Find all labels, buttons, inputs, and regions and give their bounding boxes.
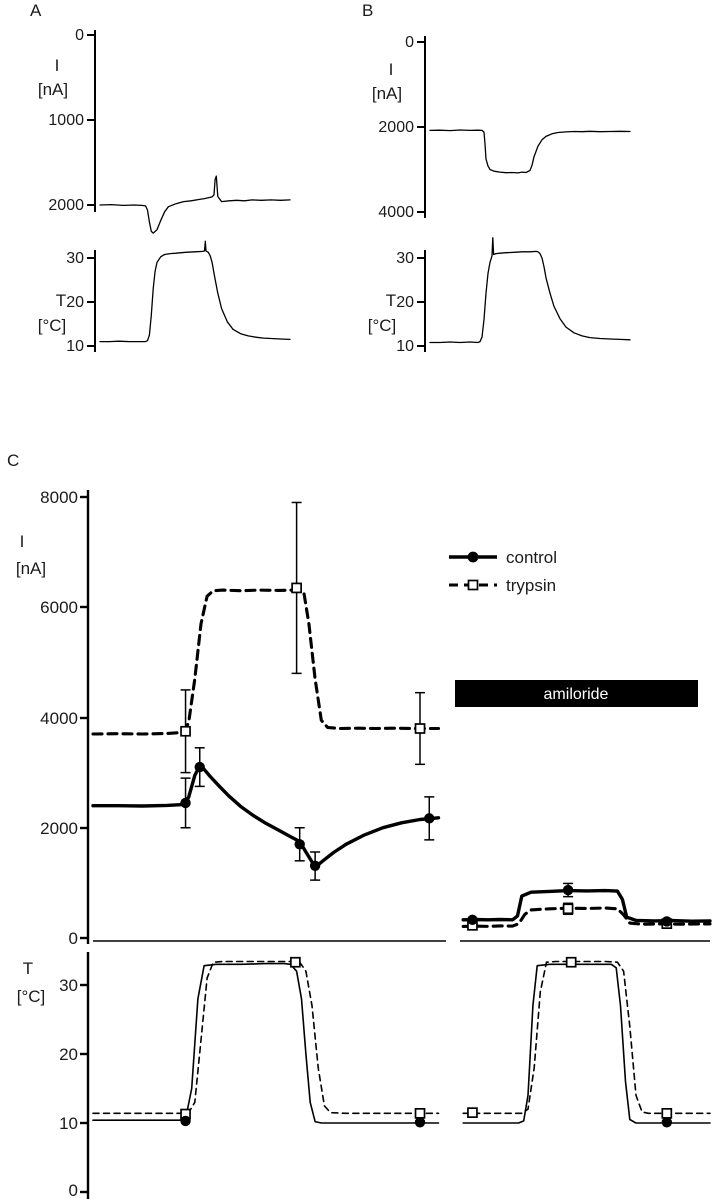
panel-b-current-ylabel: I: [389, 60, 394, 79]
control-marker: [194, 761, 205, 773]
panel-c-current-tick-1: 6000: [40, 598, 78, 617]
panel-b-current-tick-0: 0: [405, 34, 414, 51]
panel-a-current-tick-0: 0: [75, 27, 84, 44]
panel-a-current-tick-1: 1000: [48, 112, 84, 129]
panel-c-current-tick-3: 2000: [40, 819, 78, 838]
panel-a-temp-ylabel-unit: [°C]: [38, 316, 67, 335]
panel-a-temp-tick-2: 10: [66, 338, 84, 355]
panel-b-temperature-trace: [429, 237, 631, 344]
panel-b-temp-ylabel: T: [386, 291, 396, 310]
panel-a-label: A: [30, 1, 42, 20]
trypsin-temperature-marker: [661, 1107, 673, 1119]
legend-control-marker-icon: [467, 551, 479, 563]
axes: [80, 30, 710, 1199]
control-marker: [467, 914, 478, 926]
control-marker: [661, 916, 673, 927]
panel-c-temp-tick-0: 30: [59, 976, 78, 995]
panel-b-current-plot: [429, 129, 631, 174]
panel-b-current-trace: [429, 129, 631, 174]
panel-a-current-ylabel-unit: [nA]: [38, 80, 68, 99]
control-marker: [180, 797, 191, 809]
panel-b-temp-ylabel-unit: [°C]: [368, 316, 397, 335]
panel-a-current-tick-2: 2000: [48, 197, 84, 214]
trypsin-temperature-marker: [565, 956, 577, 968]
control-line: [91, 764, 441, 868]
panel-a-temp-tick-1: 20: [66, 294, 84, 311]
panel-b-temp-tick-2: 10: [396, 338, 414, 355]
panel-c-temp-tick-3: 0: [69, 1181, 78, 1199]
control-marker: [562, 884, 574, 896]
trypsin-line: [91, 588, 441, 736]
panel-a-current-trace: [99, 175, 291, 234]
trypsin-marker: [291, 582, 302, 594]
control-marker: [294, 839, 305, 850]
panel-c-temp-ylabel-unit: [°C]: [17, 987, 46, 1006]
panel-b-current-tick-2: 4000: [378, 204, 414, 221]
amiloride-bar: [455, 680, 698, 707]
panel-a-current-ylabel: I: [55, 56, 60, 75]
trypsin-temperature-marker: [467, 1107, 478, 1119]
control-marker: [309, 860, 321, 871]
panel-c-current-tick-2: 4000: [40, 709, 78, 728]
trypsin-temperature-marker: [414, 1107, 426, 1119]
trypsin-line: [461, 906, 712, 928]
control-temperature-line: [92, 962, 440, 1124]
panel-a-temp-ylabel: T: [56, 291, 66, 310]
panel-c-temp-tick-2: 10: [59, 1114, 78, 1133]
panel-b-current-ylabel-unit: [nA]: [372, 84, 402, 103]
control-temperature-marker: [414, 1117, 426, 1128]
panel-a-temperature-trace: [99, 240, 291, 343]
panel-c-current-tick-4: 0: [69, 929, 78, 948]
trypsin-marker: [562, 903, 574, 915]
panel-a-temp-tick-0: 30: [66, 250, 84, 267]
panel-b-temp-tick-1: 20: [396, 294, 414, 311]
legend-trypsin-marker-icon: [467, 579, 479, 591]
control-temperature-marker: [661, 1117, 673, 1128]
panel-c-label: C: [7, 451, 19, 470]
legend-control-label: control: [506, 548, 557, 567]
control-marker: [424, 813, 435, 824]
panel-c-current-tick-0: 8000: [40, 488, 78, 507]
panel-c-temp-tick-1: 20: [59, 1045, 78, 1064]
panel-c-current-plot: [91, 501, 712, 931]
control-temperature-line: [462, 963, 711, 1124]
control-temperature-marker: [180, 1115, 191, 1127]
panel-a-current-plot: [99, 175, 291, 234]
trypsin-temperature-marker: [290, 956, 301, 968]
trypsin-marker: [414, 723, 426, 734]
panel-c-temperature-plot: [92, 956, 711, 1128]
amiloride-annotation: amiloride: [455, 680, 698, 707]
panel-a-temperature-plot: [99, 240, 291, 343]
panel-c-current-ylabel-unit: [nA]: [16, 559, 46, 578]
panel-b-current-tick-1: 2000: [378, 119, 414, 136]
panel-b-temp-tick-0: 30: [396, 250, 414, 267]
panel-b-label: B: [362, 1, 373, 20]
legend: control trypsin: [449, 548, 557, 595]
trypsin-marker: [180, 725, 191, 737]
trypsin-temperature-line: [92, 960, 440, 1115]
panel-c-temp-ylabel: T: [23, 959, 33, 978]
panel-c-current-ylabel: I: [20, 532, 25, 551]
panel-b-temperature-plot: [429, 237, 631, 344]
amiloride-label: amiloride: [544, 686, 609, 703]
trypsin-temperature-line: [462, 960, 711, 1115]
legend-trypsin-label: trypsin: [506, 576, 556, 595]
control-line: [461, 888, 712, 923]
